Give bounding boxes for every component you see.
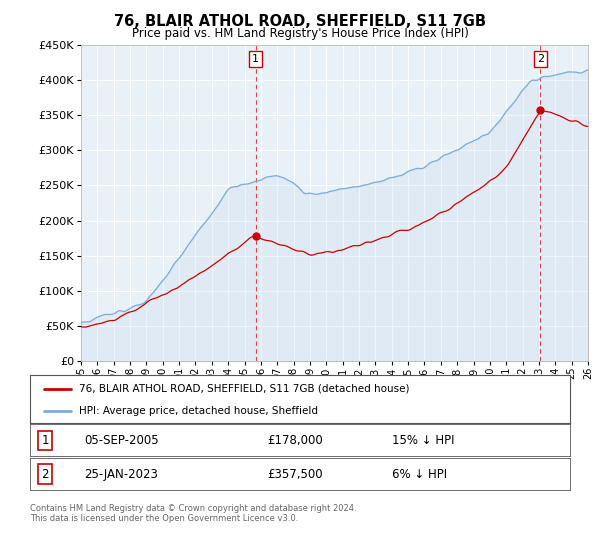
Text: 1: 1 bbox=[41, 434, 49, 447]
Text: 6% ↓ HPI: 6% ↓ HPI bbox=[392, 468, 447, 480]
Text: 1: 1 bbox=[252, 54, 259, 64]
Text: 25-JAN-2023: 25-JAN-2023 bbox=[84, 468, 158, 480]
Text: 76, BLAIR ATHOL ROAD, SHEFFIELD, S11 7GB (detached house): 76, BLAIR ATHOL ROAD, SHEFFIELD, S11 7GB… bbox=[79, 384, 409, 394]
Text: 2: 2 bbox=[41, 468, 49, 480]
Text: 2: 2 bbox=[536, 54, 544, 64]
Text: 76, BLAIR ATHOL ROAD, SHEFFIELD, S11 7GB: 76, BLAIR ATHOL ROAD, SHEFFIELD, S11 7GB bbox=[114, 14, 486, 29]
Text: 15% ↓ HPI: 15% ↓ HPI bbox=[392, 434, 454, 447]
Text: Contains HM Land Registry data © Crown copyright and database right 2024.
This d: Contains HM Land Registry data © Crown c… bbox=[30, 504, 356, 524]
Text: HPI: Average price, detached house, Sheffield: HPI: Average price, detached house, Shef… bbox=[79, 406, 317, 416]
Text: £357,500: £357,500 bbox=[268, 468, 323, 480]
Text: £178,000: £178,000 bbox=[268, 434, 323, 447]
Text: Price paid vs. HM Land Registry's House Price Index (HPI): Price paid vs. HM Land Registry's House … bbox=[131, 27, 469, 40]
Text: 05-SEP-2005: 05-SEP-2005 bbox=[84, 434, 158, 447]
